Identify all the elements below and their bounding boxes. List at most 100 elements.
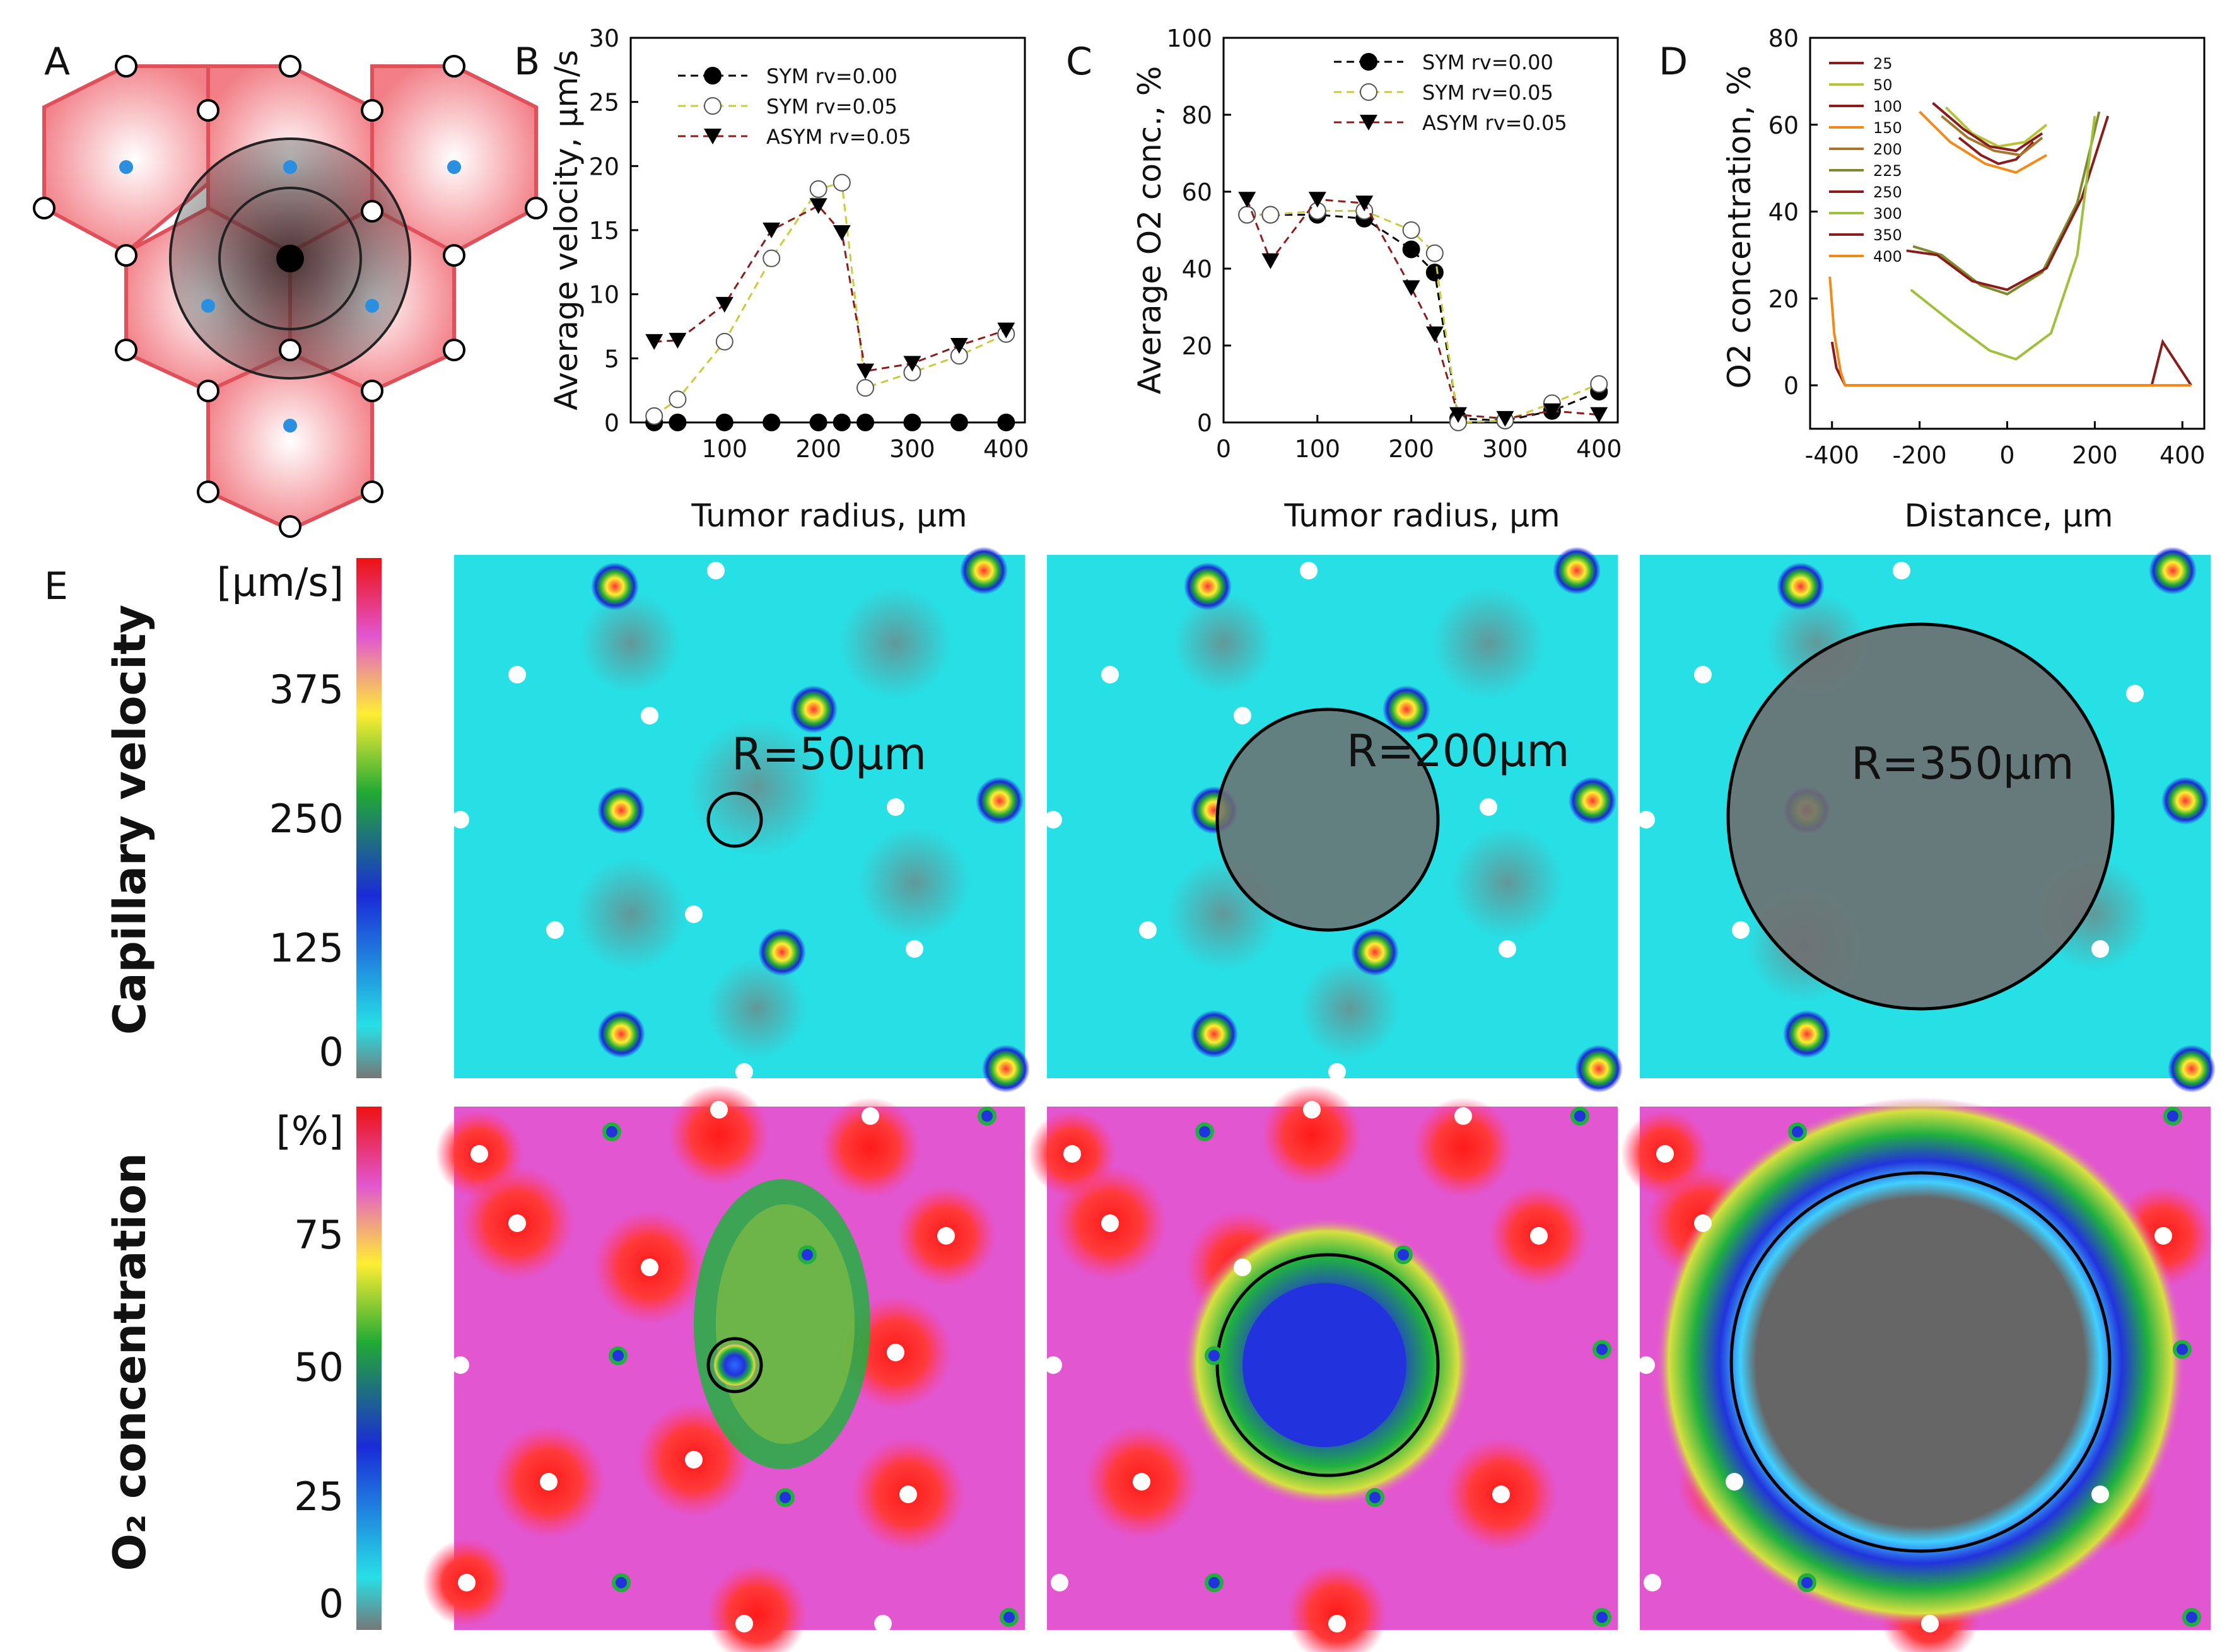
series-line — [1932, 102, 2043, 153]
panel-c: C 0 100 200 300 400 0 20 40 60 80 100 Tumor radius… — [1066, 25, 1622, 534]
data-point — [1425, 264, 1444, 282]
plot-frame-c — [1222, 37, 1619, 424]
tumor-boundary-o2-r350 — [1729, 1171, 2112, 1553]
row1-tick-375: 375 — [269, 666, 344, 713]
legend-label: 200 — [1873, 141, 1902, 158]
legend-label: SYM rv=0.00 — [1422, 50, 1553, 74]
data-point — [1402, 280, 1420, 296]
x-tick-label: 100 — [702, 435, 748, 463]
series-line — [1941, 115, 2043, 157]
x-tick-label: 200 — [1388, 435, 1434, 463]
panel-label-d: D — [1659, 40, 1688, 84]
row2-tick-50: 50 — [294, 1344, 344, 1390]
y-tick-label: 100 — [1166, 25, 1212, 52]
data-point — [645, 334, 663, 350]
data-point — [1402, 240, 1420, 259]
data-point — [997, 322, 1015, 339]
y-tick-label: 30 — [589, 25, 619, 52]
data-point — [645, 407, 663, 425]
legend-label: SYM rv=0.00 — [766, 64, 897, 88]
y-tick-label: 60 — [1768, 112, 1799, 139]
legend-label: SYM rv=0.05 — [1422, 81, 1553, 105]
y-tick-label: 80 — [1768, 25, 1799, 52]
row2-tick-75: 75 — [294, 1212, 344, 1258]
legend-marker — [704, 67, 722, 84]
legend-marker — [1360, 83, 1377, 101]
data-point — [1425, 244, 1444, 262]
data-point — [856, 414, 875, 431]
legend-d: 25 50 100 150 200 225 250 300 350 400 — [1829, 55, 1902, 265]
xlabel-d: Distance, μm — [1905, 497, 2113, 534]
legend-label: 225 — [1873, 162, 1902, 180]
data-point — [1590, 407, 1608, 423]
data-point — [763, 414, 781, 431]
data-point — [833, 225, 851, 241]
axes-c: 0 100 200 300 400 0 20 40 60 80 100 — [1166, 25, 1622, 463]
ylabel-d: O2 concentration, % — [1721, 66, 1758, 389]
data-point — [1449, 407, 1468, 423]
y-tick-label: 5 — [604, 345, 619, 373]
data-point — [809, 180, 827, 198]
series-line — [1830, 339, 2192, 387]
series-line — [1828, 276, 2192, 387]
tumor-center — [276, 245, 304, 272]
series-line — [1247, 210, 1599, 424]
radius-label-r50: R=50μm — [732, 728, 926, 780]
data-point — [903, 414, 921, 431]
axes-b: 100 200 300 400 0 5 10 15 20 25 30 — [589, 25, 1029, 463]
x-tick-label: 400 — [2160, 441, 2206, 469]
data-point — [715, 332, 734, 351]
row2-tick-0: 0 — [319, 1581, 344, 1627]
legend-label: 400 — [1873, 248, 1902, 265]
data-point — [669, 390, 687, 409]
o2-map-r50 — [423, 1085, 1025, 1652]
y-tick-label: 0 — [1784, 372, 1799, 400]
series-d — [1828, 102, 2192, 387]
legend-label: ASYM rv=0.05 — [766, 125, 911, 149]
x-tick-label: 100 — [1295, 435, 1341, 463]
legend-marker — [1360, 53, 1377, 71]
data-point — [809, 414, 827, 431]
legend-label: 50 — [1873, 76, 1893, 94]
row1-title: Capillary velocity — [104, 605, 156, 1035]
y-tick-label: 20 — [1182, 332, 1212, 360]
data-point — [833, 414, 851, 431]
velocity-map-r200: R=200μm — [1044, 547, 1623, 1093]
o2-map-r200 — [1028, 1085, 1618, 1652]
series-b — [645, 173, 1015, 431]
velocity-map-r50: R=50μm — [452, 547, 1030, 1093]
x-tick-label: 400 — [983, 435, 1029, 463]
series-line — [1944, 106, 2048, 148]
y-tick-label: 20 — [1768, 285, 1799, 313]
capillary-centers — [119, 160, 461, 433]
series-line — [1910, 115, 2096, 361]
radius-label-r350: R=350μm — [1851, 738, 2074, 789]
data-point — [669, 414, 687, 431]
legend-label: 25 — [1873, 55, 1893, 73]
data-point — [1261, 206, 1280, 224]
legend-marker — [704, 97, 722, 115]
series-line — [1246, 198, 1599, 420]
data-point — [950, 338, 968, 354]
data-point — [715, 296, 734, 313]
panel-a: A — [33, 40, 547, 538]
series-line — [1912, 111, 2101, 296]
velocity-map-r350: R=350μm — [1637, 547, 2216, 1093]
series-c — [1238, 192, 1608, 431]
y-tick-label: 80 — [1182, 102, 1212, 129]
data-point — [1590, 375, 1608, 393]
y-tick-label: 40 — [1182, 255, 1212, 283]
ylabel-b: Average velocity, μm/s — [548, 50, 585, 410]
o2-map-r350 — [1621, 1097, 2214, 1652]
y-tick-label: 10 — [589, 281, 619, 309]
legend-label: 150 — [1873, 119, 1902, 137]
x-tick-label: -200 — [1892, 441, 1946, 469]
tumor-boundary-o2-r50 — [706, 1337, 763, 1393]
panel-label-e: E — [44, 564, 68, 608]
data-point — [856, 379, 875, 397]
data-point — [950, 414, 968, 431]
tumor-boundary-r350 — [1726, 622, 2115, 1011]
data-point — [669, 332, 687, 349]
